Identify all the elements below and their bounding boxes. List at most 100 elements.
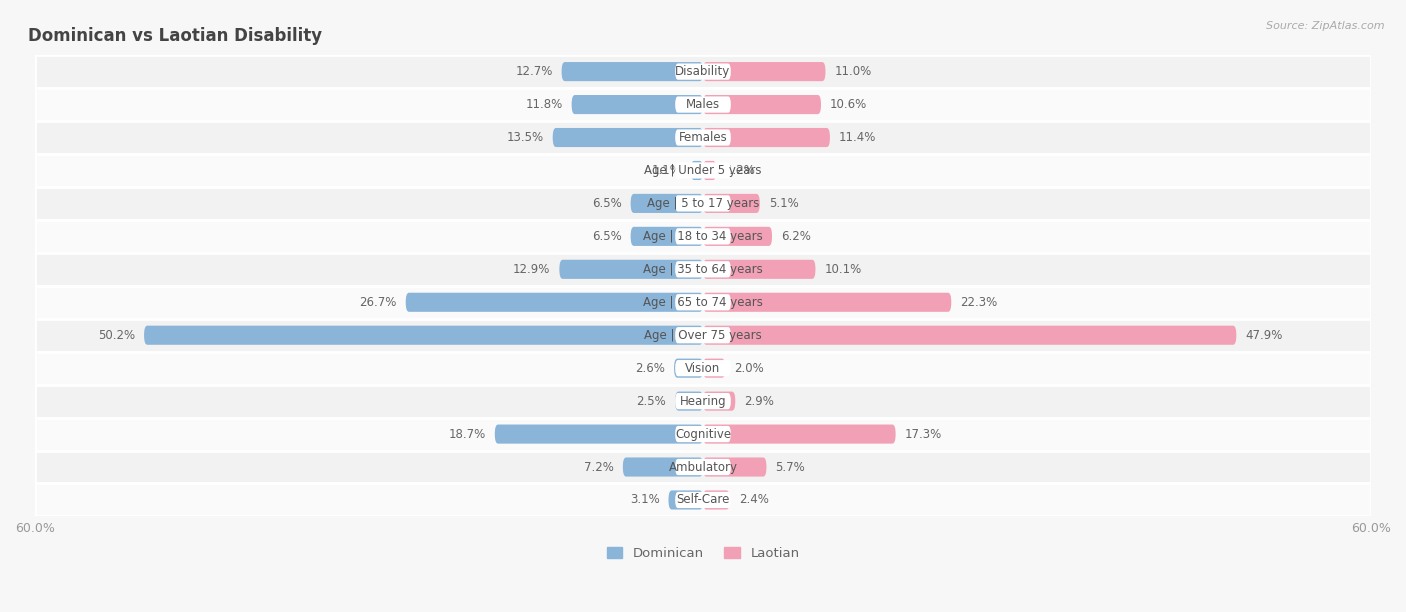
FancyBboxPatch shape [561,62,703,81]
Text: 10.1%: 10.1% [824,263,862,276]
FancyBboxPatch shape [675,492,731,508]
FancyBboxPatch shape [675,228,731,244]
Text: Males: Males [686,98,720,111]
FancyBboxPatch shape [675,64,731,80]
Bar [35,121,1371,154]
FancyBboxPatch shape [675,97,731,113]
Text: Hearing: Hearing [679,395,727,408]
FancyBboxPatch shape [673,359,703,378]
FancyBboxPatch shape [560,259,703,279]
Text: 10.6%: 10.6% [830,98,868,111]
FancyBboxPatch shape [675,426,731,442]
FancyBboxPatch shape [690,161,703,180]
Text: Self-Care: Self-Care [676,493,730,507]
Text: 6.2%: 6.2% [780,230,811,243]
Bar [35,55,1371,88]
Text: Cognitive: Cognitive [675,428,731,441]
FancyBboxPatch shape [703,359,725,378]
Text: 22.3%: 22.3% [960,296,997,309]
Text: 47.9%: 47.9% [1246,329,1282,341]
Text: Age | 5 to 17 years: Age | 5 to 17 years [647,197,759,210]
FancyBboxPatch shape [143,326,703,345]
Bar [35,319,1371,352]
Text: 5.7%: 5.7% [775,460,806,474]
Text: 2.5%: 2.5% [637,395,666,408]
FancyBboxPatch shape [553,128,703,147]
Text: Age | 65 to 74 years: Age | 65 to 74 years [643,296,763,309]
Text: 1.1%: 1.1% [652,164,682,177]
Text: Dominican vs Laotian Disability: Dominican vs Laotian Disability [28,28,322,45]
FancyBboxPatch shape [675,162,731,179]
FancyBboxPatch shape [703,457,766,477]
Text: 3.1%: 3.1% [630,493,659,507]
FancyBboxPatch shape [572,95,703,114]
Text: 6.5%: 6.5% [592,230,621,243]
FancyBboxPatch shape [703,259,815,279]
Text: Vision: Vision [685,362,721,375]
Text: Age | 35 to 64 years: Age | 35 to 64 years [643,263,763,276]
Text: Source: ZipAtlas.com: Source: ZipAtlas.com [1267,21,1385,31]
Text: Disability: Disability [675,65,731,78]
FancyBboxPatch shape [703,161,717,180]
Bar [35,483,1371,517]
Bar [35,385,1371,417]
Text: 50.2%: 50.2% [98,329,135,341]
Text: Age | Over 75 years: Age | Over 75 years [644,329,762,341]
FancyBboxPatch shape [703,227,772,246]
FancyBboxPatch shape [703,425,896,444]
FancyBboxPatch shape [703,293,952,312]
FancyBboxPatch shape [675,327,731,343]
Bar [35,88,1371,121]
FancyBboxPatch shape [675,261,731,277]
FancyBboxPatch shape [703,194,759,213]
Text: Females: Females [679,131,727,144]
Bar [35,450,1371,483]
FancyBboxPatch shape [495,425,703,444]
Bar [35,253,1371,286]
FancyBboxPatch shape [703,490,730,510]
FancyBboxPatch shape [703,62,825,81]
FancyBboxPatch shape [703,95,821,114]
Text: 1.2%: 1.2% [725,164,755,177]
FancyBboxPatch shape [675,393,731,409]
Legend: Dominican, Laotian: Dominican, Laotian [602,541,804,565]
FancyBboxPatch shape [675,129,731,146]
Text: 2.6%: 2.6% [636,362,665,375]
Bar [35,220,1371,253]
FancyBboxPatch shape [623,457,703,477]
Text: 5.1%: 5.1% [769,197,799,210]
Bar [35,286,1371,319]
Text: 13.5%: 13.5% [506,131,544,144]
FancyBboxPatch shape [675,459,731,475]
Text: 2.9%: 2.9% [744,395,775,408]
Text: 11.0%: 11.0% [834,65,872,78]
Bar [35,417,1371,450]
FancyBboxPatch shape [675,392,703,411]
Text: 7.2%: 7.2% [583,460,614,474]
Text: 11.4%: 11.4% [839,131,876,144]
Text: 11.8%: 11.8% [526,98,562,111]
FancyBboxPatch shape [406,293,703,312]
Text: Age | 18 to 34 years: Age | 18 to 34 years [643,230,763,243]
Text: 2.4%: 2.4% [738,493,769,507]
Text: 18.7%: 18.7% [449,428,486,441]
FancyBboxPatch shape [675,294,731,310]
Text: 26.7%: 26.7% [360,296,396,309]
FancyBboxPatch shape [631,227,703,246]
Text: Age | Under 5 years: Age | Under 5 years [644,164,762,177]
Bar [35,154,1371,187]
FancyBboxPatch shape [668,490,703,510]
FancyBboxPatch shape [703,392,735,411]
FancyBboxPatch shape [675,195,731,212]
Bar [35,187,1371,220]
FancyBboxPatch shape [703,128,830,147]
Bar [35,352,1371,385]
Text: 17.3%: 17.3% [904,428,942,441]
FancyBboxPatch shape [675,360,731,376]
Text: 2.0%: 2.0% [734,362,763,375]
FancyBboxPatch shape [631,194,703,213]
Text: 6.5%: 6.5% [592,197,621,210]
Text: 12.9%: 12.9% [513,263,551,276]
Text: Ambulatory: Ambulatory [668,460,738,474]
FancyBboxPatch shape [703,326,1236,345]
